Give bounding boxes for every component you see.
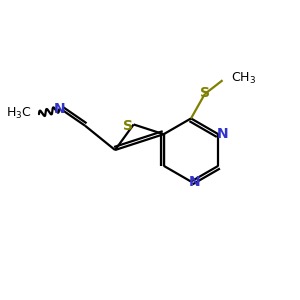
Text: S: S [124, 119, 134, 133]
Text: N: N [189, 175, 201, 189]
Text: N: N [54, 102, 65, 116]
Text: N: N [216, 127, 228, 141]
Text: CH$_3$: CH$_3$ [231, 71, 256, 86]
Text: S: S [200, 86, 210, 100]
Text: H$_3$C: H$_3$C [6, 106, 32, 121]
